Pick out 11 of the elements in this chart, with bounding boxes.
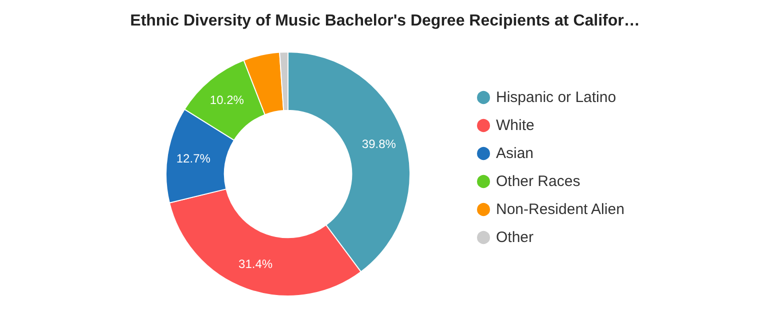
chart-title: Ethnic Diversity of Music Bachelor's Degree Recipients at Califor…: [130, 12, 640, 30]
data-label: 39.8%: [362, 136, 396, 151]
legend-label: Other Races: [496, 173, 580, 190]
data-label: 10.2%: [210, 93, 244, 108]
data-label: 31.4%: [238, 257, 273, 272]
legend-label: White: [496, 117, 534, 134]
legend-label: Other: [496, 229, 534, 246]
legend-label: Hispanic or Latino: [496, 89, 616, 106]
legend-label: Asian: [496, 145, 534, 162]
data-label: 12.7%: [176, 152, 211, 166]
legend-label: Non-Resident Alien: [496, 201, 624, 218]
